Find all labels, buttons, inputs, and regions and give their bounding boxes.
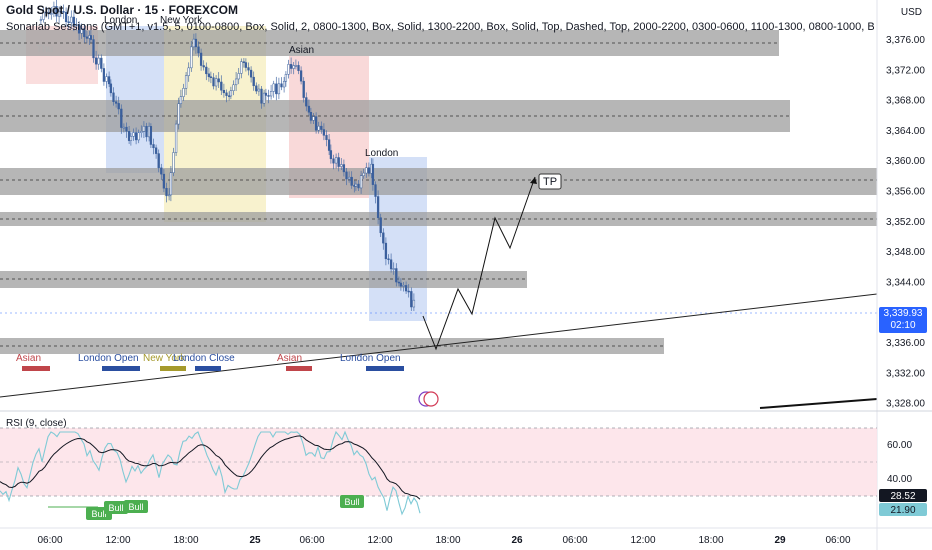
price-tick: 3,352.00	[886, 217, 925, 228]
bull-label-3: Bull	[128, 502, 143, 512]
session-label-asian: Asian	[289, 45, 314, 56]
time-axis-ticks: 06:00 12:00 18:00 25 06:00 12:00 18:00 26 06:00 1…	[37, 535, 850, 546]
price-tick: 3,360.00	[886, 156, 925, 167]
broker-logo	[418, 391, 439, 407]
rsi-value-tag	[879, 503, 927, 516]
session-legend-label: London Open	[340, 353, 401, 364]
time-tick: 06:00	[825, 535, 850, 546]
time-tick: 06:00	[37, 535, 62, 546]
session-legend-bar	[102, 366, 140, 371]
price-tick: 3,348.00	[886, 247, 925, 258]
trendline[interactable]	[0, 293, 878, 398]
rsi-ma-line	[0, 435, 421, 500]
rsi-line	[0, 430, 421, 516]
bull-badge-4	[340, 495, 364, 508]
price-tick: 3,364.00	[886, 126, 925, 137]
rsi-tick-40: 40.00	[887, 474, 912, 485]
bar-countdown: 02:10	[890, 320, 916, 331]
session-legend-label: London Open	[78, 353, 139, 364]
rsi-ma-value: 28.52	[890, 491, 915, 502]
projection-path[interactable]	[422, 176, 536, 351]
rsi-ma-tag	[879, 489, 927, 502]
time-tick: 18:00	[173, 535, 198, 546]
trendline-2[interactable]	[759, 398, 878, 409]
zone-5	[0, 271, 527, 288]
bull-label-1: Bull	[91, 509, 106, 519]
tp-box[interactable]	[538, 173, 562, 190]
zone-3	[0, 168, 877, 195]
bull-label-4: Bull	[344, 497, 359, 507]
session-label-london-2: London	[365, 148, 398, 159]
session-legend-bar	[195, 366, 221, 371]
time-tick: 06:00	[299, 535, 324, 546]
chart-title: Gold Spot / U.S. Dollar · 15 · FOREXCOM	[6, 3, 239, 17]
price-tick: 3,336.00	[886, 338, 925, 349]
price-tick: 3,328.00	[886, 399, 925, 410]
rsi-tick-60: 60.00	[887, 440, 912, 451]
current-price: 3,339.93	[883, 308, 923, 319]
tp-label: TP	[543, 176, 557, 188]
price-tick: 3,344.00	[886, 277, 925, 288]
projection-arrow	[530, 177, 537, 184]
indicator-settings[interactable]: Sonarlab Sessions (GMT+1, v1.5, 5, 0100-…	[6, 21, 874, 33]
price-tick: 3,368.00	[886, 96, 925, 107]
price-tick: 3,356.00	[886, 187, 925, 198]
bull-badge-3	[124, 500, 148, 513]
session-legend-label: New York	[143, 353, 186, 364]
time-tick: 06:00	[562, 535, 587, 546]
time-tick: 12:00	[630, 535, 655, 546]
time-tick: 25	[249, 535, 261, 546]
rsi-title: RSI (9, close)	[6, 418, 67, 429]
time-tick: 26	[511, 535, 523, 546]
session-legend-label: London Close	[173, 353, 235, 364]
price-axis-panel[interactable]	[877, 0, 932, 550]
price-tick: 3,372.00	[886, 65, 925, 76]
time-tick: 29	[774, 535, 786, 546]
bull-labels: Bull Bull Bull Bull	[48, 495, 364, 520]
session-label-newyork: New York	[160, 15, 203, 26]
session-legend-label: Asian	[277, 353, 302, 364]
time-tick: 18:00	[698, 535, 723, 546]
currency-label[interactable]: USD	[900, 7, 922, 18]
session-legend-bar	[286, 366, 312, 371]
session-legend-bar	[366, 366, 404, 371]
session-legend-bar	[22, 366, 50, 371]
time-tick: 18:00	[435, 535, 460, 546]
session-legend-label: Asian	[16, 353, 41, 364]
session-legend-bar	[160, 366, 186, 371]
price-tick: 3,376.00	[886, 35, 925, 46]
day-label-thu: Thu	[36, 44, 53, 55]
bull-badge-2	[104, 501, 128, 514]
bull-label-2: Bull	[108, 503, 123, 513]
current-price-tag: 3,339.93 02:10	[879, 307, 927, 333]
price-tick: 3,332.00	[886, 368, 925, 379]
rsi-value: 21.90	[890, 505, 915, 516]
zone-2	[0, 100, 790, 132]
time-tick: 12:00	[105, 535, 130, 546]
time-tick: 12:00	[367, 535, 392, 546]
candles	[39, 0, 416, 311]
session-label-london: London	[104, 15, 137, 26]
